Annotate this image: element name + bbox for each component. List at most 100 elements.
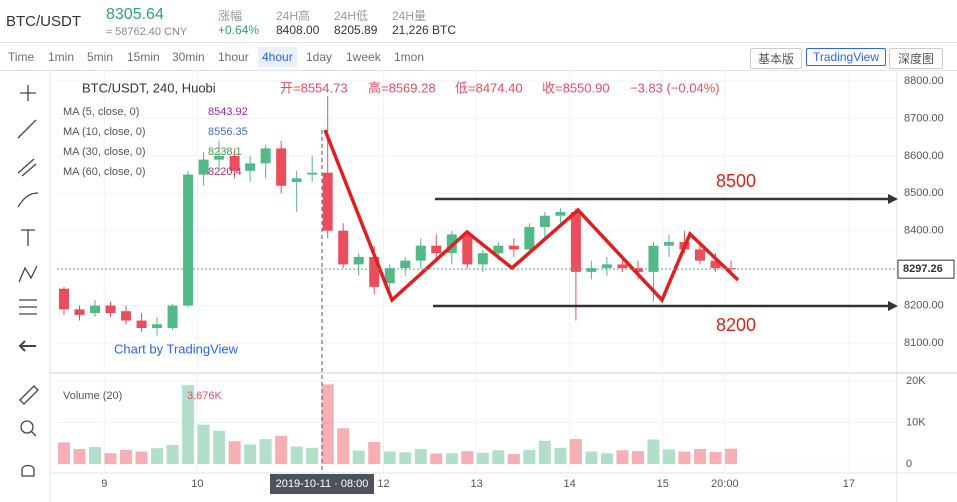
volume-bar <box>213 430 226 464</box>
interval-button[interactable]: 15min <box>127 50 160 64</box>
candle-body <box>245 163 256 171</box>
volume-bar <box>73 449 86 464</box>
volume-bar <box>259 439 272 464</box>
watermark: Chart by TradingView <box>114 341 239 356</box>
y-tick-label: 8700.00 <box>904 112 944 124</box>
interval-button[interactable]: 30min <box>172 50 205 64</box>
volume-bar <box>631 451 644 464</box>
stat-label: 涨幅 <box>218 9 243 23</box>
candle-body <box>307 172 318 175</box>
interval-button[interactable]: 1week <box>346 50 381 64</box>
volume-bar <box>507 454 520 464</box>
drawing-tools[interactable] <box>17 85 39 477</box>
volume-bar <box>151 448 164 464</box>
candle-body <box>90 305 101 314</box>
volume-bar <box>197 424 210 464</box>
view-button[interactable]: 基本版 <box>750 48 802 69</box>
interval-button[interactable]: Time <box>8 50 35 64</box>
candle-body <box>121 311 132 321</box>
volume-value: 3.676K <box>187 390 223 402</box>
candle-body <box>694 249 705 261</box>
candle-body <box>555 211 566 216</box>
candle-body <box>322 172 333 231</box>
candle-body <box>415 245 426 261</box>
volume-bar <box>352 450 365 464</box>
stat-value: +0.64% <box>218 23 260 37</box>
candle-body <box>183 174 194 306</box>
volume-bar <box>182 385 195 464</box>
interval-button[interactable]: 1min <box>48 50 75 64</box>
candle-body <box>648 245 659 272</box>
crosshair-label: 2019-10-11 · 08:00 <box>276 478 369 490</box>
y-tick-label: 0 <box>906 458 912 470</box>
volume-bar <box>725 448 738 464</box>
candle-body <box>524 226 535 250</box>
candle-body <box>260 148 271 164</box>
candle-body <box>338 230 349 265</box>
header: BTC/USDT 8305.64 ≈ 58762.40 CNY 涨幅 +0.64%… <box>0 0 957 43</box>
candle-body <box>291 178 302 183</box>
stat-label: 24H量 <box>392 9 427 23</box>
x-tick-label: 9 <box>101 478 107 490</box>
volume-bar <box>569 439 582 464</box>
annotation-lines <box>323 129 898 311</box>
candle-body <box>586 268 597 272</box>
candle-body <box>198 159 209 175</box>
volume-bar <box>662 449 675 464</box>
ma-legend-value: 8220.4 <box>208 166 242 178</box>
y-tick-label: 8100.00 <box>904 337 944 349</box>
volume-bar <box>476 452 489 464</box>
crosshair-tag <box>270 474 374 494</box>
interval-button[interactable]: 1hour <box>218 50 249 64</box>
candle-body <box>74 309 85 315</box>
ma-legend-value: 8543.92 <box>208 106 248 118</box>
interval-button[interactable]: 4hour <box>258 47 297 67</box>
ma-legend-name: MA (10, close, 0) <box>63 126 146 138</box>
volume-bar <box>368 442 381 464</box>
ma-legend-name: MA (30, close, 0) <box>63 146 146 158</box>
ma-legend-value: 8556.35 <box>208 126 248 138</box>
view-button[interactable]: 深度图 <box>889 48 943 69</box>
volume-bar <box>430 453 443 464</box>
volume-bar <box>461 451 474 464</box>
candle-body <box>167 305 178 329</box>
interval-button[interactable]: 5min <box>87 50 114 64</box>
chart: 8500 8200 Chart by TradingView BTC/USDT,… <box>17 70 957 502</box>
y-tick-label: 8500.00 <box>904 187 944 199</box>
ohlc-legend: 低=8474.40 <box>455 80 523 95</box>
volume-bar <box>523 449 536 464</box>
interval-button[interactable]: 1mon <box>394 50 425 64</box>
x-tick-label: 17 <box>843 478 855 490</box>
y-tick-label: 10K <box>906 416 926 428</box>
volume-bar <box>244 444 257 464</box>
volume-bar <box>104 453 117 464</box>
x-tick-label: 15 <box>657 478 669 490</box>
candle-body <box>431 245 442 254</box>
volume-bar <box>89 446 102 464</box>
x-tick-label: 10 <box>191 478 203 490</box>
view-button[interactable]: TradingView <box>806 48 886 66</box>
stat-label: 24H低 <box>334 9 369 23</box>
ohlc-legend: −3.83 (−0.04%) <box>630 80 720 95</box>
volume-bar <box>57 442 70 464</box>
volume-bar <box>166 444 179 464</box>
candle-body <box>353 256 364 265</box>
volume-bar <box>337 428 350 464</box>
volume-bar <box>585 451 598 464</box>
volume-bar <box>616 450 629 464</box>
volume-bar <box>120 449 133 464</box>
volume-bar <box>445 453 458 464</box>
candle-body <box>570 211 581 272</box>
last-price-tag <box>897 259 955 279</box>
x-tick-label: 20:00 <box>711 478 739 490</box>
stat-value: 8205.89 <box>334 23 378 37</box>
candle-body <box>229 155 240 171</box>
stat-value: 8408.00 <box>276 23 320 37</box>
y-tick-label: 8800.00 <box>904 75 944 87</box>
interval-button[interactable]: 1day <box>306 50 333 64</box>
volume-bar <box>554 447 567 464</box>
volume-bar <box>399 452 412 464</box>
candle-body <box>214 155 225 160</box>
chart-title: BTC/USDT, 240, Huobi <box>82 80 216 95</box>
candle-body <box>400 260 411 269</box>
